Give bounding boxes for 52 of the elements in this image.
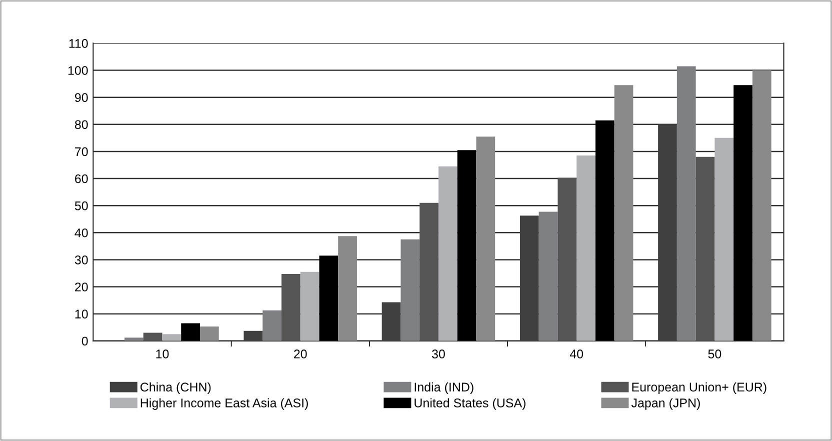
y-tick-label: 10: [75, 310, 88, 318]
bar: [200, 326, 219, 341]
bar: [476, 136, 496, 341]
bar: [400, 239, 420, 341]
bar: [420, 202, 438, 341]
legend-label: Higher Income East Asia (ASI): [140, 398, 308, 410]
y-tick-label: 100: [68, 66, 88, 75]
x-tick-label: 10: [156, 350, 169, 358]
legend-label: United States (USA): [414, 398, 526, 410]
bar: [676, 66, 696, 341]
bar: [696, 156, 715, 341]
y-tick-label: 70: [75, 147, 88, 156]
legend-label: China (CHN): [140, 382, 211, 394]
y-tick-label: 40: [74, 228, 88, 238]
bar: [281, 274, 300, 341]
bar: [162, 334, 182, 341]
bar: [595, 120, 614, 341]
y-tick-label: 20: [75, 282, 88, 292]
bar: [558, 178, 577, 341]
bar: [382, 302, 401, 341]
bar: [714, 138, 734, 341]
y-tick-label: 80: [74, 120, 88, 130]
y-tick-label: 60: [75, 174, 88, 184]
x-tick-label: 40: [570, 350, 584, 358]
bar: [520, 216, 539, 341]
bar: [438, 166, 458, 341]
legend-label: European Union+ (EUR): [632, 382, 766, 394]
bar: [752, 70, 772, 341]
bar: [576, 156, 596, 341]
bar: [244, 330, 263, 341]
x-tick-label: 50: [708, 350, 722, 358]
legend-label: India (IND): [414, 382, 474, 394]
bar: [262, 310, 282, 341]
bar: [734, 85, 752, 341]
bar: [319, 256, 338, 341]
bar: [658, 124, 677, 341]
bar: [338, 236, 357, 341]
x-tick-label: 30: [432, 350, 445, 358]
legend-label: Japan (JPN): [631, 398, 700, 410]
y-tick-label: 50: [74, 201, 88, 210]
y-tick-label: 110: [69, 39, 88, 48]
bar: [457, 150, 476, 341]
bar: [300, 272, 320, 341]
y-tick-label: 0: [82, 336, 88, 346]
y-tick-label: 90: [75, 93, 88, 102]
bar: [538, 212, 558, 341]
x-tick-label: 20: [294, 350, 307, 358]
y-tick-label: 30: [74, 256, 88, 264]
bar: [124, 338, 144, 341]
bar: [614, 85, 634, 341]
bar: [181, 323, 200, 341]
bar: [143, 332, 162, 341]
